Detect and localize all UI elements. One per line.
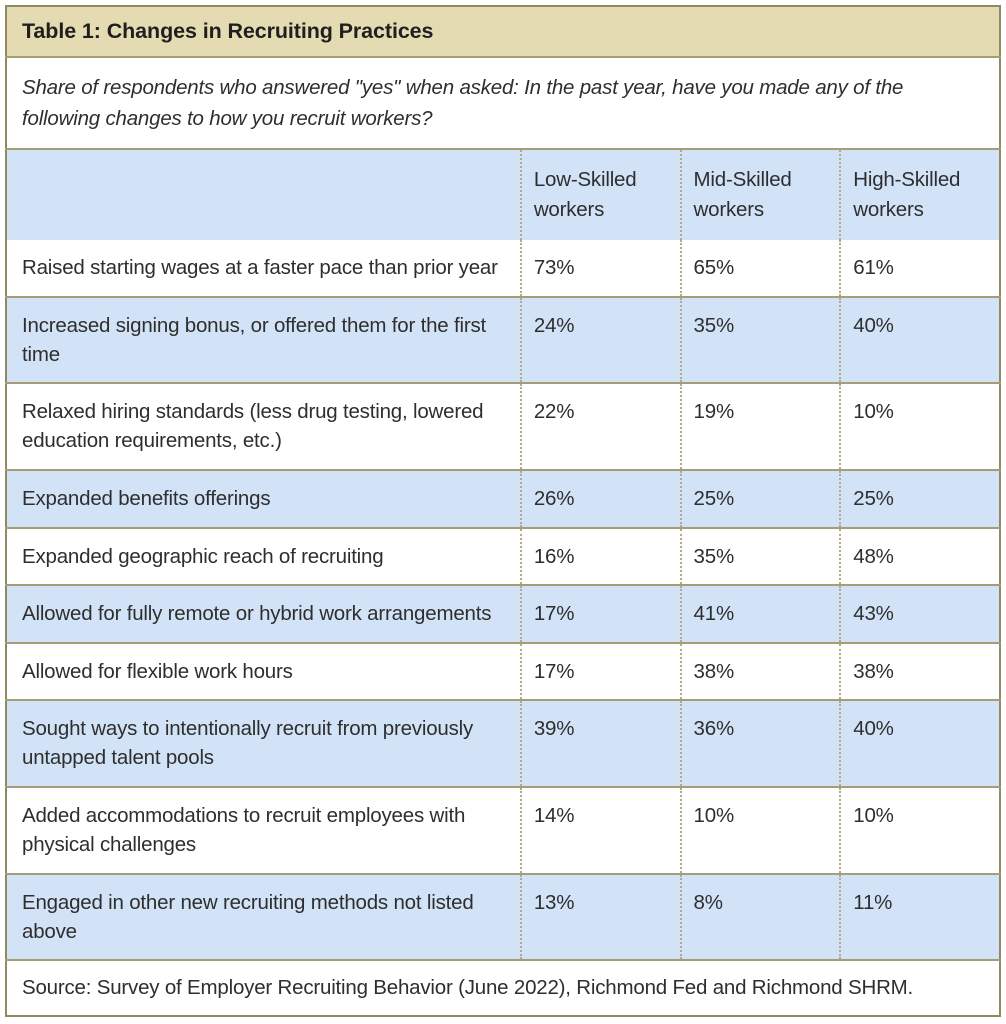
value-high: 40% xyxy=(839,296,1000,384)
value-low: 14% xyxy=(519,786,681,874)
value-low: 16% xyxy=(519,527,681,586)
value-mid: 38% xyxy=(679,642,841,701)
value-high: 40% xyxy=(839,700,1000,787)
table-subtitle-row: Share of respondents who answered "yes" … xyxy=(6,57,1000,149)
value-high: 38% xyxy=(839,642,1000,701)
table-row: Allowed for fully remote or hybrid work … xyxy=(6,585,1000,643)
table-row: Added accommodations to recruit employee… xyxy=(6,786,1000,874)
row-label: Expanded geographic reach of recruiting xyxy=(6,527,521,586)
value-low: 17% xyxy=(519,642,681,701)
row-label: Allowed for flexible work hours xyxy=(6,642,521,701)
value-mid: 41% xyxy=(679,585,841,643)
value-low: 22% xyxy=(519,383,681,471)
row-label: Raised starting wages at a faster pace t… xyxy=(6,240,521,297)
value-low: 26% xyxy=(519,470,681,528)
value-mid: 10% xyxy=(679,786,841,874)
value-high: 61% xyxy=(839,240,1000,297)
column-header-row: Low-Skilled workers Mid-Skilled workers … xyxy=(6,149,1000,240)
value-high: 10% xyxy=(839,383,1000,471)
value-high: 43% xyxy=(839,585,1000,643)
table-subtitle: Share of respondents who answered "yes" … xyxy=(6,57,1000,149)
value-mid: 19% xyxy=(679,383,841,471)
value-mid: 36% xyxy=(679,700,841,787)
value-mid: 35% xyxy=(679,527,841,586)
table-row: Relaxed hiring standards (less drug test… xyxy=(6,383,1000,471)
row-label: Sought ways to intentionally recruit fro… xyxy=(6,700,521,787)
row-label: Increased signing bonus, or offered them… xyxy=(6,296,521,384)
value-low: 24% xyxy=(519,296,681,384)
column-header-mid-skilled: Mid-Skilled workers xyxy=(679,149,841,240)
value-high: 11% xyxy=(839,873,1000,961)
row-label: Allowed for fully remote or hybrid work … xyxy=(6,585,521,643)
column-header-high-skilled: High-Skilled workers xyxy=(839,149,1000,240)
value-high: 48% xyxy=(839,527,1000,586)
row-label: Engaged in other new recruiting methods … xyxy=(6,873,521,961)
table-title: Table 1: Changes in Recruiting Practices xyxy=(6,6,1000,57)
table-source-row: Source: Survey of Employer Recruiting Be… xyxy=(6,960,1000,1016)
value-low: 17% xyxy=(519,585,681,643)
source-note: Source: Survey of Employer Recruiting Be… xyxy=(6,960,1000,1016)
table-row: Engaged in other new recruiting methods … xyxy=(6,873,1000,961)
table-row: Expanded geographic reach of recruiting … xyxy=(6,527,1000,586)
value-mid: 25% xyxy=(679,470,841,528)
value-low: 13% xyxy=(519,873,681,961)
value-mid: 8% xyxy=(679,873,841,961)
table-row: Increased signing bonus, or offered them… xyxy=(6,296,1000,384)
value-low: 39% xyxy=(519,700,681,787)
recruiting-practices-table: Table 1: Changes in Recruiting Practices… xyxy=(5,5,1001,1017)
table-row: Sought ways to intentionally recruit fro… xyxy=(6,700,1000,787)
column-header-low-skilled: Low-Skilled workers xyxy=(519,149,681,240)
value-low: 73% xyxy=(519,240,681,297)
table-row: Raised starting wages at a faster pace t… xyxy=(6,240,1000,297)
value-high: 10% xyxy=(839,786,1000,874)
table-row: Expanded benefits offerings 26% 25% 25% xyxy=(6,470,1000,528)
row-label: Relaxed hiring standards (less drug test… xyxy=(6,383,521,471)
column-header-empty xyxy=(6,149,521,240)
table-title-row: Table 1: Changes in Recruiting Practices xyxy=(6,6,1000,57)
value-high: 25% xyxy=(839,470,1000,528)
row-label: Added accommodations to recruit employee… xyxy=(6,786,521,874)
table-row: Allowed for flexible work hours 17% 38% … xyxy=(6,642,1000,701)
value-mid: 35% xyxy=(679,296,841,384)
row-label: Expanded benefits offerings xyxy=(6,470,521,528)
value-mid: 65% xyxy=(679,240,841,297)
